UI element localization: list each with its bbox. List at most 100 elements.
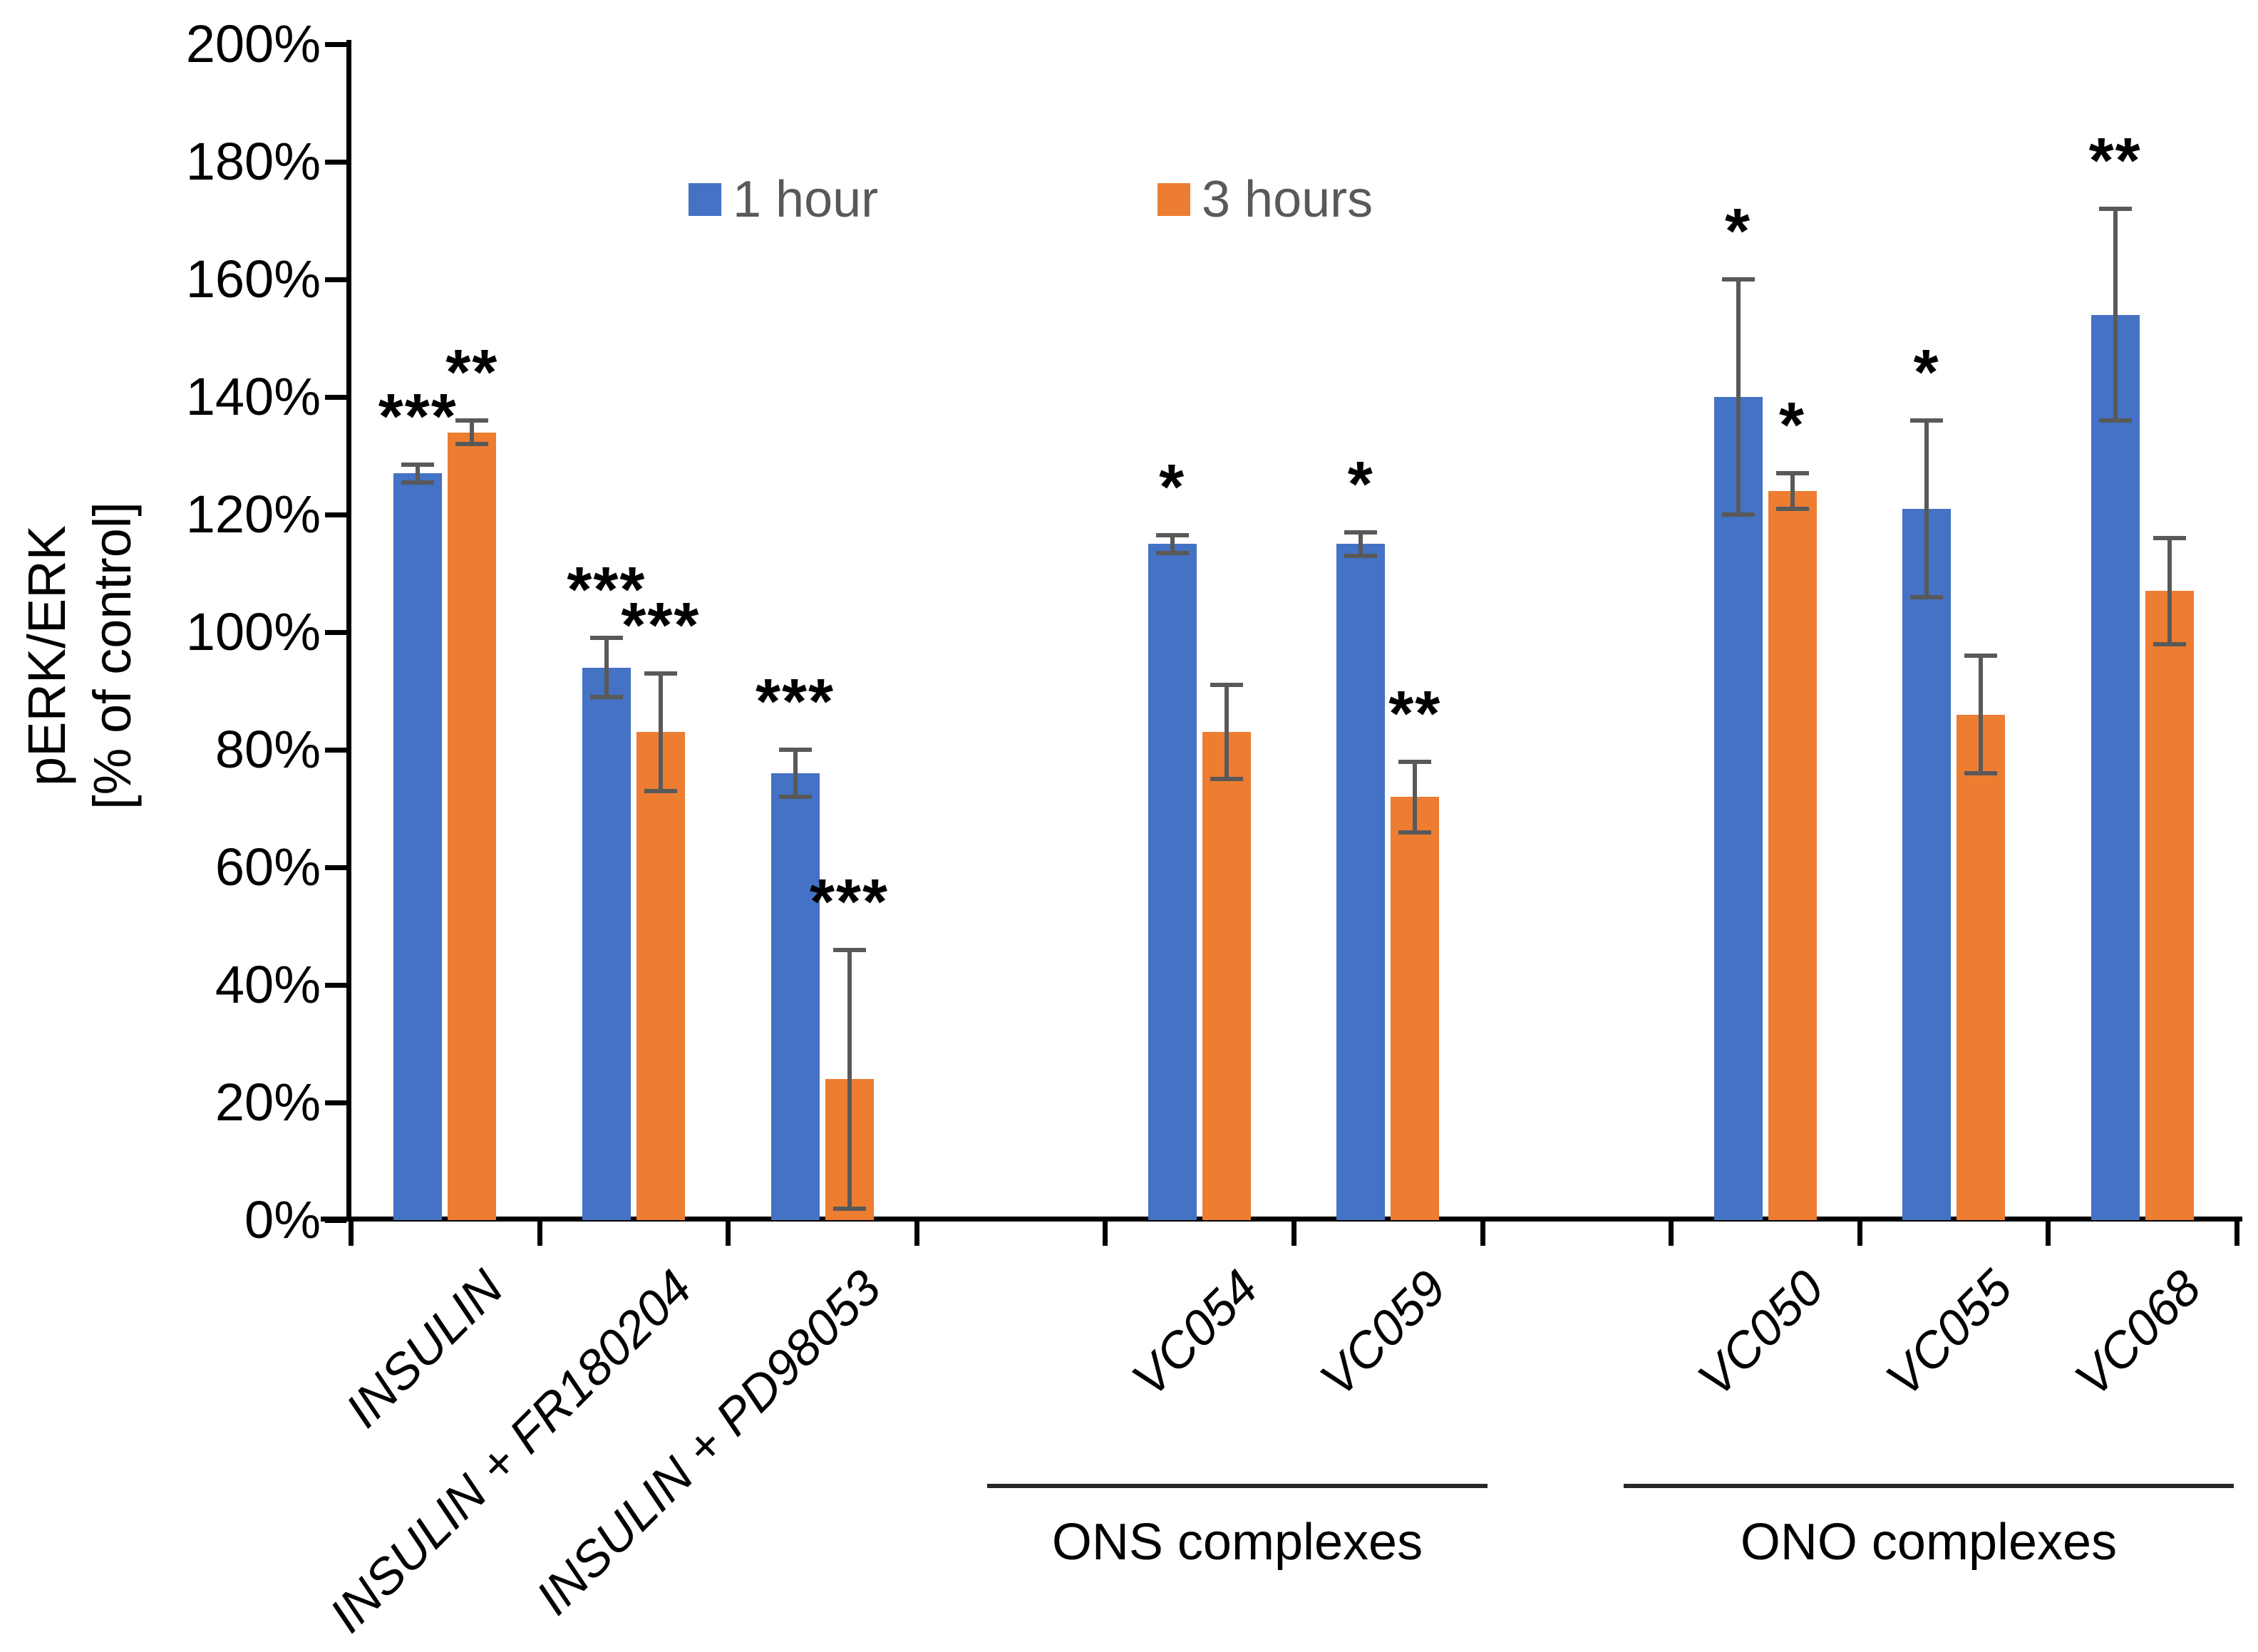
- x-axis-line: [321, 1217, 2242, 1222]
- ons-group-label: ONS complexes: [1051, 1514, 1423, 1571]
- bar-1hour-insulin-pd98053: [770, 773, 820, 1220]
- y-axis-tick-80: [325, 748, 346, 753]
- y-axis-tick-label-100: 100%: [185, 602, 321, 661]
- error-cap-bottom-3hours-insulin-pd98053: [832, 1206, 866, 1211]
- ons-group-underline: [987, 1484, 1488, 1488]
- significance-1hour-vc055: *: [1913, 337, 1940, 408]
- error-cap-bottom-3hours-insulin-fr180204: [644, 788, 677, 793]
- y-axis-tick-label-80: 80%: [215, 720, 321, 779]
- error-bar-3hours-insulin: [470, 420, 475, 444]
- error-cap-bottom-3hours-vc059: [1398, 830, 1432, 835]
- error-cap-bottom-3hours-vc055: [1964, 771, 1998, 775]
- legend-label-1hour: 1 hour: [733, 171, 879, 228]
- error-cap-bottom-1hour-vc055: [1910, 594, 1944, 599]
- x-axis-tick-7: [1669, 1220, 1674, 1246]
- y-axis-title-line2: [% of control]: [83, 502, 142, 810]
- y-axis-tick-0: [325, 1218, 346, 1223]
- x-axis-tick-10: [2234, 1220, 2239, 1246]
- significance-1hour-vc059: *: [1347, 448, 1374, 520]
- error-cap-bottom-1hour-vc050: [1721, 512, 1755, 517]
- error-bar-3hours-vc055: [1979, 656, 1984, 773]
- bar-1hour-vc059: [1336, 544, 1386, 1220]
- significance-3hours-vc050: *: [1778, 390, 1806, 462]
- x-axis-tick-5: [1292, 1220, 1296, 1246]
- x-axis-tick-4: [1103, 1220, 1108, 1246]
- error-cap-bottom-1hour-vc068: [2098, 418, 2132, 423]
- error-cap-top-1hour-insulin: [401, 462, 435, 467]
- error-cap-bottom-1hour-insulin-pd98053: [778, 795, 812, 799]
- y-axis-tick-200: [325, 42, 346, 47]
- error-cap-top-1hour-vc054: [1155, 532, 1189, 537]
- y-axis-tick-label-180: 180%: [185, 132, 321, 191]
- category-label-vc050: VC050: [1686, 1259, 1834, 1407]
- bar-3hours-vc055: [1957, 714, 2006, 1220]
- bar-3hours-insulin: [448, 432, 497, 1220]
- significance-1hour-insulin: ***: [378, 381, 458, 453]
- error-bar-3hours-vc068: [2167, 538, 2172, 644]
- error-cap-top-1hour-vc068: [2098, 207, 2132, 211]
- y-axis-tick-label-40: 40%: [215, 955, 321, 1014]
- legend-item-3hours: 3 hours: [1158, 171, 1373, 228]
- y-axis-title: pERK/ERK [% of control]: [14, 157, 145, 1155]
- y-axis-tick-label-0: 0%: [244, 1190, 321, 1249]
- error-cap-bottom-3hours-vc050: [1775, 506, 1809, 511]
- error-cap-bottom-1hour-insulin-fr180204: [589, 694, 623, 699]
- error-bar-1hour-vc055: [1924, 420, 1929, 597]
- bar-3hours-insulin-fr180204: [636, 732, 685, 1220]
- error-cap-bottom-1hour-vc054: [1155, 550, 1189, 555]
- error-cap-bottom-3hours-vc068: [2153, 641, 2186, 646]
- significance-3hours-insulin-fr180204: ***: [621, 589, 701, 661]
- error-cap-top-3hours-vc055: [1964, 654, 1998, 658]
- y-axis-tick-label-160: 160%: [185, 249, 321, 309]
- error-bar-1hour-vc059: [1359, 532, 1363, 556]
- error-cap-top-3hours-insulin-fr180204: [644, 671, 677, 676]
- error-bar-3hours-vc059: [1413, 761, 1418, 832]
- error-bar-1hour-insulin: [416, 464, 421, 482]
- x-axis-tick-0: [349, 1220, 354, 1246]
- legend-item-1hour: 1 hour: [689, 171, 879, 228]
- significance-1hour-insulin-pd98053: ***: [755, 666, 835, 738]
- y-axis-title-line1: pERK/ERK: [17, 525, 76, 787]
- significance-1hour-vc050: *: [1724, 196, 1752, 267]
- significance-1hour-vc054: *: [1159, 451, 1186, 523]
- y-axis-tick-label-140: 140%: [185, 367, 321, 426]
- error-cap-bottom-1hour-vc059: [1344, 553, 1378, 558]
- error-bar-1hour-vc054: [1170, 535, 1175, 553]
- legend-swatch-1hour: [689, 183, 721, 216]
- y-axis-tick-label-20: 20%: [215, 1073, 321, 1132]
- bar-1hour-vc050: [1713, 397, 1763, 1220]
- x-axis-tick-6: [1480, 1220, 1485, 1246]
- y-axis-tick-60: [325, 865, 346, 870]
- x-axis-tick-8: [1857, 1220, 1862, 1246]
- error-cap-top-3hours-vc068: [2153, 536, 2186, 540]
- error-cap-top-1hour-vc055: [1910, 418, 1944, 423]
- error-cap-bottom-3hours-insulin: [455, 442, 489, 446]
- error-bar-3hours-vc054: [1224, 685, 1229, 780]
- bar-1hour-vc055: [1902, 508, 1952, 1220]
- bar-1hour-insulin-fr180204: [582, 667, 631, 1220]
- error-cap-top-3hours-vc059: [1398, 759, 1432, 764]
- legend-label-3hours: 3 hours: [1202, 171, 1373, 228]
- ono-group-underline: [1624, 1484, 2234, 1488]
- bar-1hour-vc054: [1148, 544, 1197, 1220]
- error-cap-bottom-1hour-insulin: [401, 480, 435, 485]
- x-axis-tick-3: [914, 1220, 919, 1246]
- error-bar-1hour-vc068: [2113, 209, 2118, 420]
- y-axis-tick-label-120: 120%: [185, 485, 321, 544]
- error-cap-top-3hours-insulin-pd98053: [832, 947, 866, 952]
- y-axis-tick-20: [325, 1100, 346, 1105]
- error-cap-top-1hour-insulin-pd98053: [778, 748, 812, 752]
- y-axis-tick-100: [325, 630, 346, 635]
- bar-3hours-vc059: [1391, 797, 1440, 1220]
- significance-3hours-vc059: **: [1388, 678, 1442, 750]
- bar-1hour-insulin: [393, 473, 443, 1220]
- bar-3hours-vc068: [2145, 591, 2194, 1220]
- x-axis-tick-1: [537, 1220, 542, 1246]
- y-axis-tick-120: [325, 512, 346, 517]
- error-bar-1hour-vc050: [1736, 279, 1741, 515]
- error-cap-top-3hours-insulin: [455, 418, 489, 423]
- legend-swatch-3hours: [1158, 183, 1190, 216]
- x-axis-tick-2: [726, 1220, 731, 1246]
- y-axis-tick-140: [325, 395, 346, 400]
